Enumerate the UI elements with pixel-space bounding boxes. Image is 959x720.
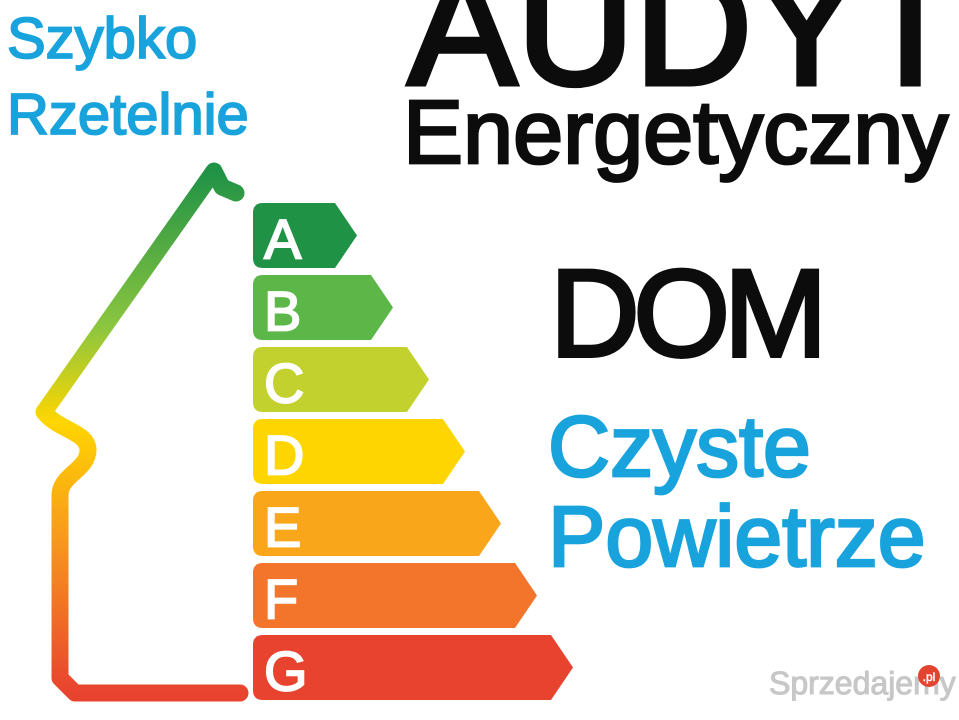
svg-text:.pl: .pl — [923, 670, 936, 684]
